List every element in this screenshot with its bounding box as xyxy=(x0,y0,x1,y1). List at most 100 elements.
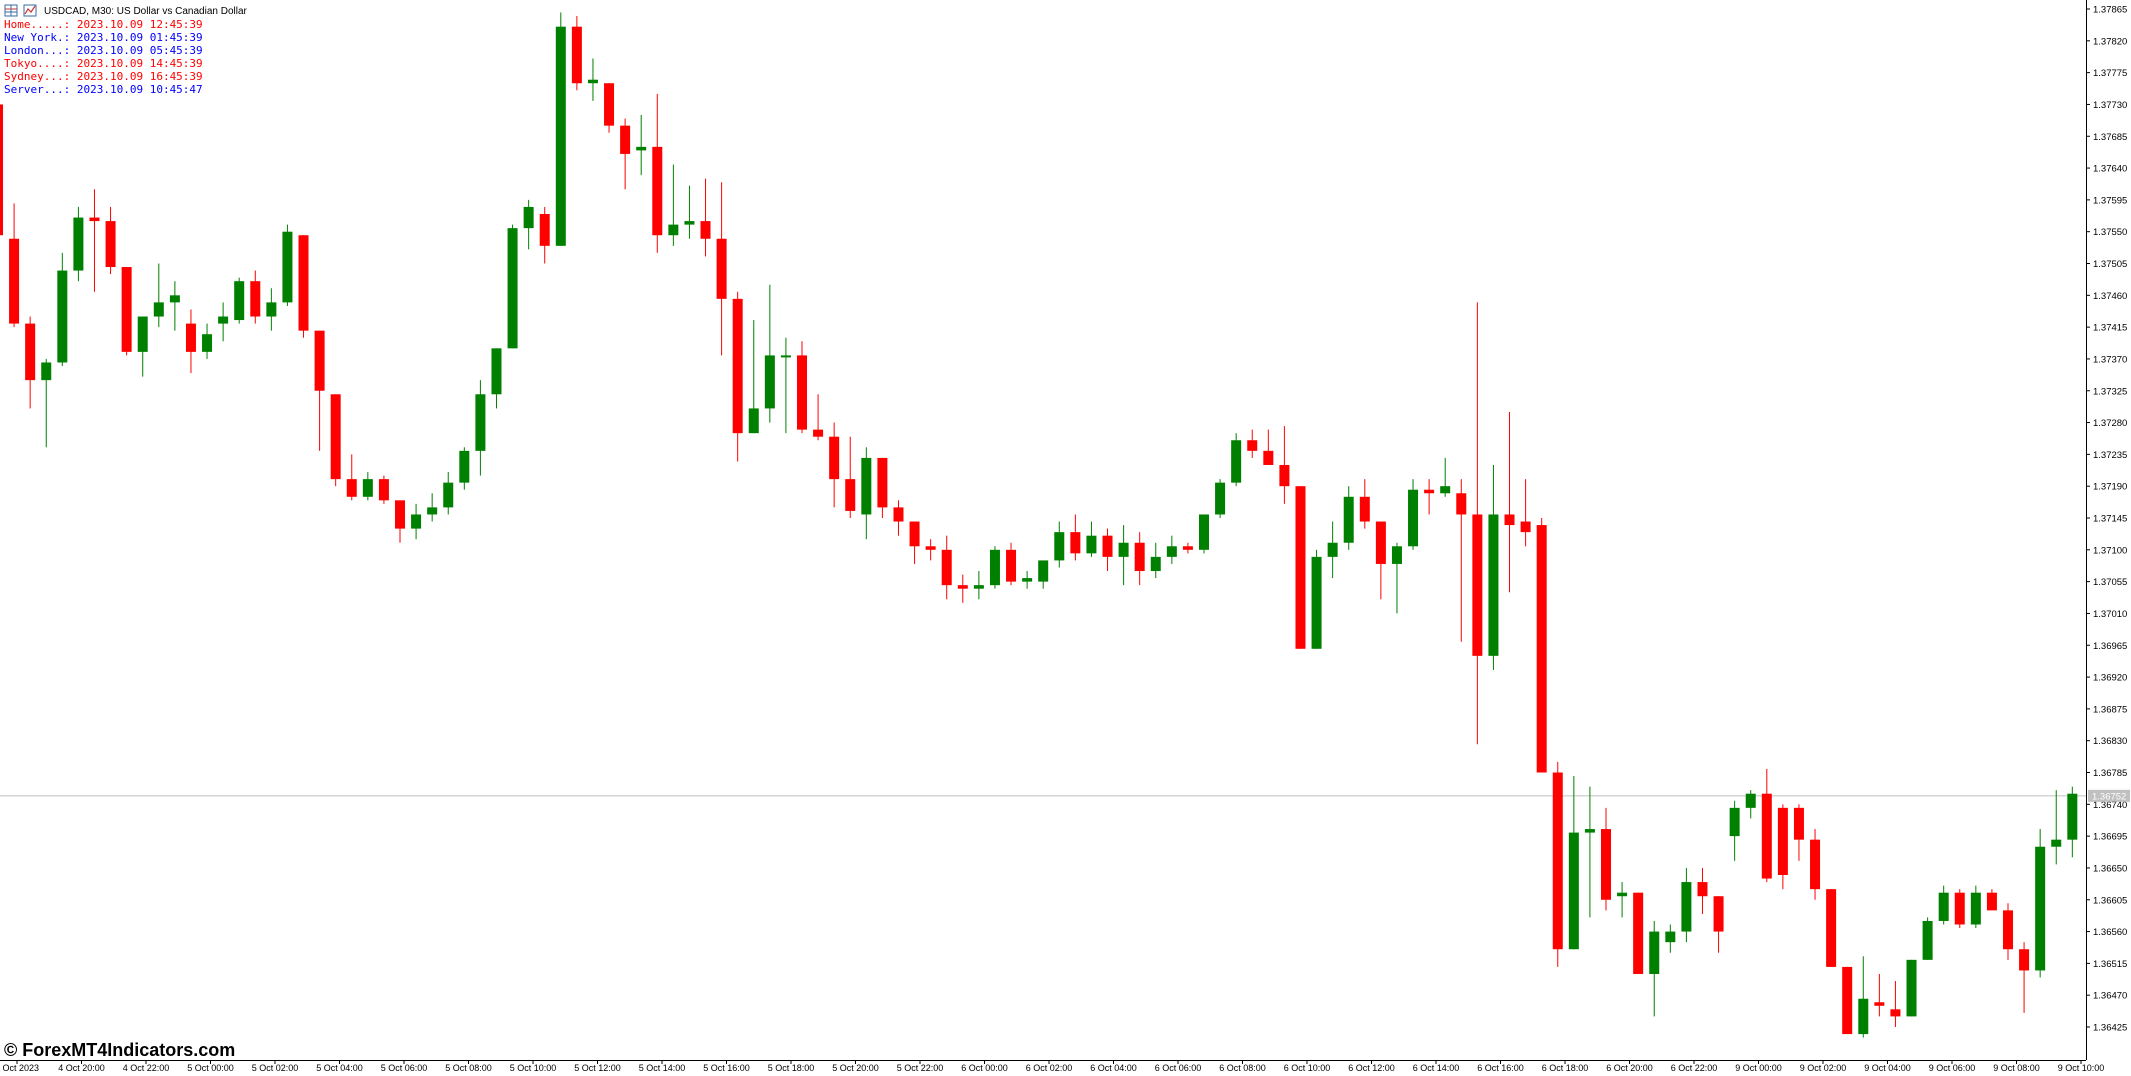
candle xyxy=(1649,920,1660,1017)
time-tick-label: 6 Oct 00:00 xyxy=(961,1063,1008,1073)
time-tick-label: 5 Oct 20:00 xyxy=(832,1063,879,1073)
candle-body xyxy=(571,26,582,84)
candle xyxy=(1311,549,1322,649)
price-tick-label: 1.37280 xyxy=(2093,418,2127,429)
candle-body xyxy=(41,362,52,381)
candle-body xyxy=(604,83,615,126)
price-tick-label: 1.37415 xyxy=(2093,323,2127,334)
candle-body xyxy=(105,221,116,268)
chart-type-icon[interactable] xyxy=(23,4,37,17)
candle-body xyxy=(1231,440,1242,483)
chart-menu-icon[interactable] xyxy=(4,4,18,17)
candle-body xyxy=(218,316,229,324)
candle-body xyxy=(427,507,438,515)
candle-body xyxy=(732,298,743,434)
candle xyxy=(797,341,807,434)
candle-body xyxy=(587,79,598,84)
time-tick-label: 5 Oct 02:00 xyxy=(252,1063,299,1073)
candle-body xyxy=(1793,807,1804,840)
candle xyxy=(314,330,325,451)
candle-body xyxy=(202,334,213,352)
candle-body xyxy=(507,228,518,349)
candle xyxy=(443,472,454,515)
time-tick-label: 9 Oct 04:00 xyxy=(1864,1063,1911,1073)
candle xyxy=(1166,535,1177,564)
candle-body xyxy=(1874,1002,1885,1006)
candle-body xyxy=(1166,546,1177,557)
candle xyxy=(1729,800,1740,861)
candle xyxy=(587,58,598,101)
candle-body xyxy=(25,323,36,381)
candle-body xyxy=(1842,966,1853,1035)
candle xyxy=(395,500,405,543)
price-tick-label: 1.36650 xyxy=(2093,863,2127,874)
candle xyxy=(555,12,566,246)
candle-body xyxy=(2035,846,2046,971)
candle-body xyxy=(330,394,341,480)
candle xyxy=(1327,521,1338,579)
candle-body xyxy=(861,457,872,515)
candle-body xyxy=(1761,793,1772,879)
candle-body xyxy=(169,295,180,303)
candle-body xyxy=(1617,892,1628,897)
candle-body xyxy=(1118,542,1129,557)
candle xyxy=(121,267,132,356)
candle xyxy=(25,316,36,409)
candle xyxy=(925,539,936,561)
candle-body xyxy=(1970,892,1981,925)
candle xyxy=(1906,959,1917,1017)
candle-body xyxy=(57,270,68,363)
time-tick-label: 9 Oct 06:00 xyxy=(1929,1063,1976,1073)
watermark: © ForexMT4Indicators.com xyxy=(4,1040,235,1060)
candle xyxy=(218,302,229,342)
price-tick-label: 1.36920 xyxy=(2093,673,2127,684)
candle-body xyxy=(1070,532,1081,554)
price-axis[interactable]: 1.37865 1.37820 1.37775 1.37730 1.37685 1.376… xyxy=(2086,0,2130,1060)
price-tick-label: 1.37010 xyxy=(2093,609,2127,620)
candle xyxy=(1424,479,1435,515)
candle xyxy=(1199,514,1209,554)
time-tick-label: 6 Oct 20:00 xyxy=(1606,1063,1653,1073)
candle-body xyxy=(700,221,711,239)
candle xyxy=(330,394,341,487)
candle xyxy=(1858,956,1869,1038)
candle-body xyxy=(555,26,566,246)
candle xyxy=(1970,885,1981,929)
candle xyxy=(1938,885,1949,925)
candle xyxy=(1054,521,1065,568)
candle xyxy=(1375,521,1386,600)
time-tick-label: 5 Oct 00:00 xyxy=(187,1063,234,1073)
candle-body xyxy=(1568,832,1579,950)
candle xyxy=(57,252,68,367)
time-axis[interactable]: 4 Oct 2023 4 Oct 20:00 4 Oct 22:00 5 Oct 00… xyxy=(0,1060,2104,1073)
candle-body xyxy=(1006,549,1017,582)
candle-body xyxy=(378,479,389,501)
candle xyxy=(105,206,116,275)
candle-body xyxy=(1777,807,1788,876)
candle-body xyxy=(652,146,663,236)
time-tick-label: 4 Oct 22:00 xyxy=(123,1063,170,1073)
price-tick-label: 1.36605 xyxy=(2093,895,2127,906)
candle xyxy=(459,447,470,490)
price-tick-label: 1.36695 xyxy=(2093,832,2127,843)
clock-row: Tokyo....: 2023.10.09 14:45:39 xyxy=(4,57,203,70)
candle xyxy=(1601,807,1611,911)
candle xyxy=(1874,973,1885,1017)
time-tick-label: 5 Oct 18:00 xyxy=(768,1063,815,1073)
time-tick-label: 6 Oct 04:00 xyxy=(1090,1063,1137,1073)
candle-body xyxy=(2067,793,2078,840)
time-tick-label: 5 Oct 06:00 xyxy=(381,1063,428,1073)
price-tick-label: 1.37820 xyxy=(2093,36,2127,47)
candle-body xyxy=(1150,556,1161,572)
candle xyxy=(1150,542,1161,579)
candle-body xyxy=(1102,535,1113,557)
candle-body xyxy=(1922,920,1933,960)
candle-body xyxy=(1826,889,1837,967)
candle xyxy=(1697,867,1708,914)
candle xyxy=(298,235,309,338)
candle-body xyxy=(845,479,856,511)
candle-body xyxy=(1054,532,1065,561)
candle xyxy=(1777,804,1788,890)
